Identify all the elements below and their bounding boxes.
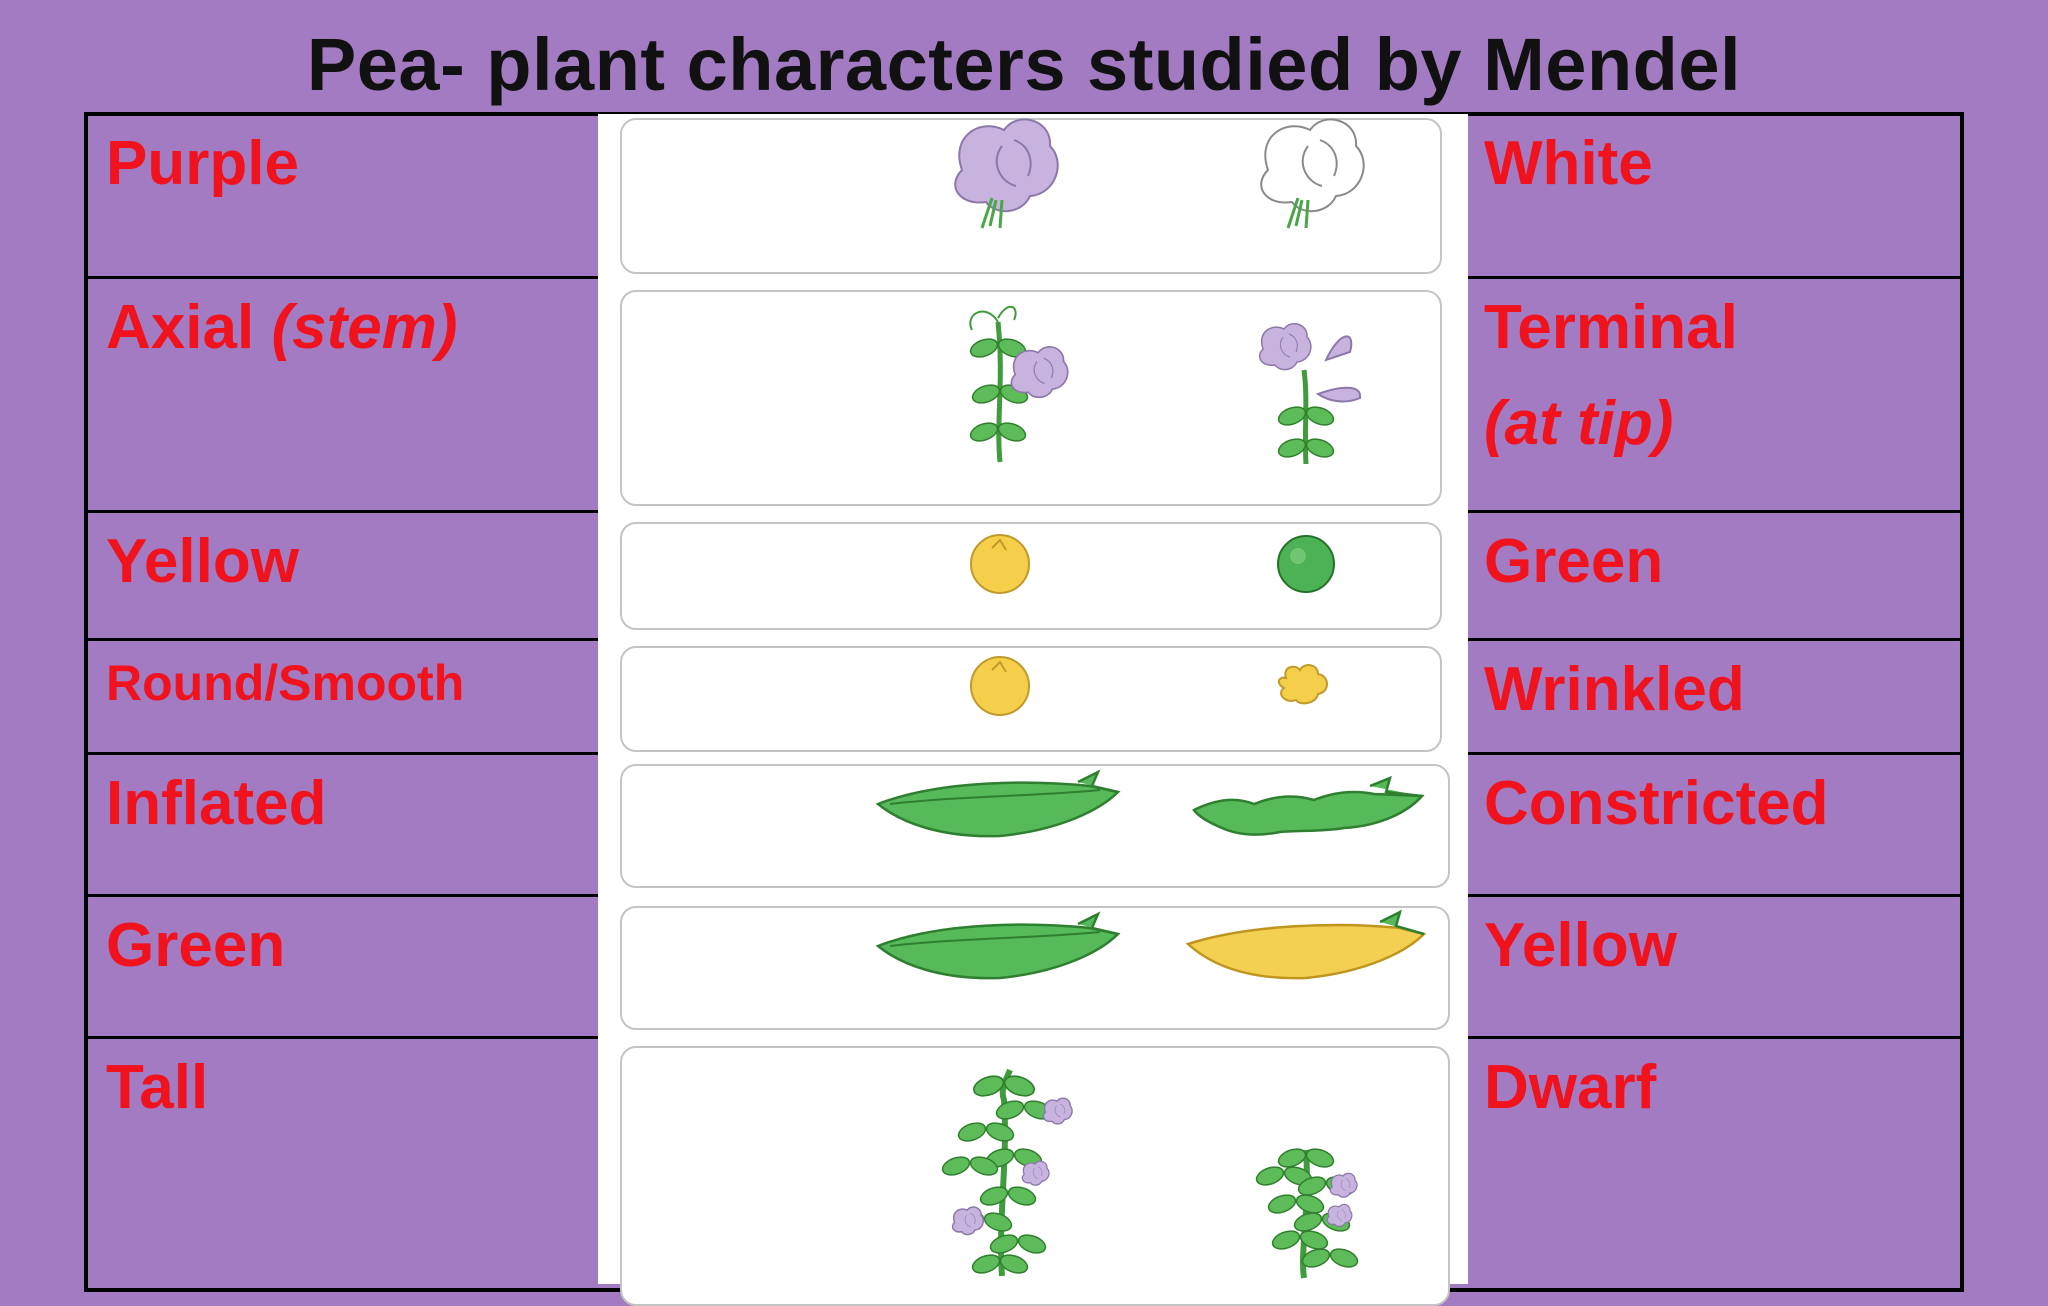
row-divider bbox=[84, 638, 598, 641]
purple-flower-icon bbox=[954, 118, 1059, 229]
terminal-flower-plant-icon bbox=[1258, 322, 1362, 465]
label-wrinkled: Wrinkled bbox=[1484, 655, 1745, 724]
label-dwarf: Dwarf bbox=[1484, 1053, 1657, 1122]
row-divider bbox=[84, 1036, 598, 1039]
label-axial-main: Axial bbox=[106, 293, 255, 362]
row-divider bbox=[1468, 752, 1964, 755]
row-divider bbox=[1468, 1036, 1964, 1039]
label-axial-note: (stem) bbox=[271, 293, 458, 362]
label-axial: Axial (stem) bbox=[106, 280, 457, 376]
axial-flower-plant-icon bbox=[967, 306, 1069, 463]
row-divider bbox=[1468, 276, 1964, 279]
dwarf-plant-icon bbox=[1253, 1144, 1361, 1279]
label-yellow-seed: Yellow bbox=[106, 527, 299, 596]
row-divider bbox=[84, 752, 598, 755]
page-title: Pea- plant characters studied by Mendel bbox=[306, 23, 1742, 106]
row-divider bbox=[1468, 510, 1964, 513]
row-divider bbox=[84, 276, 598, 279]
label-terminal-main: Terminal bbox=[1484, 293, 1738, 362]
white-flower-icon bbox=[1260, 118, 1365, 229]
wrinkled-seed-icon bbox=[1278, 664, 1328, 705]
label-inflated: Inflated bbox=[106, 769, 327, 838]
yellow-seed-icon bbox=[970, 534, 1030, 594]
label-round-smooth: Round/Smooth bbox=[106, 655, 465, 711]
row-divider bbox=[1468, 638, 1964, 641]
inflated-pod-icon bbox=[875, 769, 1121, 838]
row-divider bbox=[84, 894, 598, 897]
tall-plant-icon bbox=[939, 1068, 1073, 1278]
label-white: White bbox=[1484, 129, 1653, 198]
label-tall: Tall bbox=[106, 1053, 209, 1122]
green-seed-icon bbox=[1277, 535, 1335, 593]
row-divider bbox=[1468, 894, 1964, 897]
label-terminal: Terminal (at tip) bbox=[1484, 280, 1738, 472]
constricted-pod-icon bbox=[1192, 775, 1425, 836]
label-constricted: Constricted bbox=[1484, 769, 1829, 838]
label-purple: Purple bbox=[106, 129, 299, 198]
label-yellow-pod: Yellow bbox=[1484, 911, 1677, 980]
label-green-pod: Green bbox=[106, 911, 286, 980]
row-divider bbox=[84, 510, 598, 513]
round-seed-icon bbox=[970, 656, 1030, 716]
green-pod-icon bbox=[875, 911, 1121, 980]
yellow-pod-icon bbox=[1185, 909, 1427, 980]
label-green-seed: Green bbox=[1484, 527, 1664, 596]
label-terminal-note: (at tip) bbox=[1484, 389, 1674, 459]
